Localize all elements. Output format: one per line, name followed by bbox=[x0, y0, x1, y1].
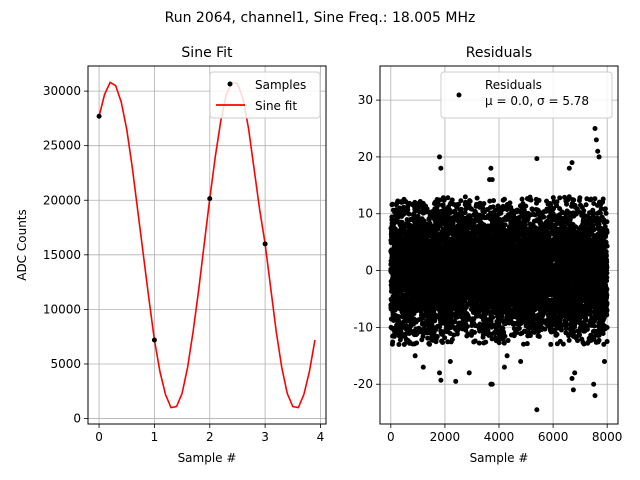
residual-point bbox=[514, 207, 520, 213]
residual-point bbox=[507, 200, 513, 206]
legend-samples-label: Samples bbox=[255, 78, 306, 92]
residual-point bbox=[502, 222, 508, 228]
residual-point bbox=[408, 227, 414, 233]
residual-point bbox=[390, 339, 396, 345]
residual-point bbox=[501, 196, 507, 202]
residual-point bbox=[434, 334, 440, 340]
residual-point bbox=[458, 198, 464, 204]
sine-fit-ytick-label: 25000 bbox=[43, 139, 81, 153]
sine-fit-xtick-label: 3 bbox=[261, 430, 269, 444]
residual-point bbox=[471, 329, 477, 335]
residual-point bbox=[481, 201, 487, 207]
residual-point bbox=[425, 335, 431, 341]
residual-point bbox=[499, 313, 505, 319]
residual-point bbox=[401, 204, 407, 210]
residual-point bbox=[462, 210, 468, 216]
residual-point bbox=[476, 340, 482, 346]
residual-point bbox=[474, 195, 480, 201]
residual-point bbox=[452, 318, 458, 324]
residuals-panel: Residuals 0 2000 4000 6000 8000-20-100102030… bbox=[353, 45, 622, 465]
residual-point bbox=[404, 217, 410, 223]
sine-fit-ytick-label: 10000 bbox=[43, 302, 81, 316]
residual-point bbox=[414, 340, 420, 346]
residual-point bbox=[405, 207, 411, 213]
residual-point bbox=[516, 325, 522, 331]
sine-fit-panel: Sine Fit 0 1 2 3 4 0 5000 10000 15000 20000 25000 3… bbox=[15, 45, 327, 465]
residual-point bbox=[437, 324, 443, 330]
residual-point bbox=[505, 338, 511, 344]
sine-fit-xtick-label: 2 bbox=[206, 430, 214, 444]
sine-fit-legend: Samples Sine fit bbox=[209, 71, 321, 119]
sine-fit-ytick-label: 0 bbox=[73, 412, 81, 426]
residual-point bbox=[437, 197, 443, 203]
sine-fit-xtick-label: 0 bbox=[95, 430, 103, 444]
residual-point bbox=[440, 339, 446, 345]
residual-point bbox=[519, 196, 525, 202]
residual-point bbox=[449, 197, 455, 203]
residual-point bbox=[445, 339, 451, 345]
residual-point bbox=[406, 211, 412, 217]
sine-fit-data bbox=[96, 81, 316, 409]
residual-point bbox=[483, 339, 489, 345]
residual-point bbox=[491, 198, 497, 204]
sine-fit-xlabel: Sample # bbox=[178, 451, 237, 465]
residual-point bbox=[452, 208, 458, 214]
sample-point bbox=[207, 196, 213, 202]
legend-samples-marker bbox=[227, 81, 233, 87]
sine-fit-axes-frame bbox=[87, 65, 327, 425]
residual-point bbox=[458, 206, 464, 212]
residual-point bbox=[455, 326, 461, 332]
residual-point bbox=[472, 338, 478, 344]
sine-fit-legend-box bbox=[209, 71, 321, 119]
residual-point bbox=[416, 209, 422, 215]
residual-point bbox=[398, 330, 404, 336]
sine-fit-ylabel: ADC Counts bbox=[15, 209, 29, 281]
residual-point bbox=[445, 195, 451, 201]
sine-fit-ytick-label: 20000 bbox=[43, 193, 81, 207]
residual-point bbox=[502, 333, 508, 339]
residual-point bbox=[441, 197, 447, 203]
residual-point bbox=[463, 206, 469, 212]
sine-fit-grid bbox=[88, 66, 326, 424]
sine-fit-ticks: 0 1 2 3 4 0 5000 10000 15000 20000 25000 30000 bbox=[43, 84, 324, 444]
sine-fit-line bbox=[98, 81, 316, 409]
sine-fit-ytick-label: 5000 bbox=[50, 357, 81, 371]
sample-point bbox=[262, 241, 268, 247]
residual-point bbox=[435, 201, 441, 207]
residual-point bbox=[456, 202, 462, 208]
residual-point bbox=[462, 194, 468, 200]
sample-point bbox=[151, 337, 157, 343]
legend-sine-fit-label: Sine fit bbox=[255, 99, 297, 113]
residual-point bbox=[442, 335, 448, 341]
residual-point bbox=[467, 198, 473, 204]
figure-suptitle: Run 2064, channel1, Sine Freq.: 18.005 M… bbox=[165, 10, 476, 26]
residual-point bbox=[449, 337, 455, 343]
sample-point bbox=[96, 113, 102, 119]
residuals-title: Residuals bbox=[466, 45, 532, 61]
residual-point bbox=[396, 314, 402, 320]
sine-fit-ytick-label: 15000 bbox=[43, 248, 81, 262]
residual-point bbox=[427, 341, 433, 347]
sine-fit-ytick-label: 30000 bbox=[43, 84, 81, 98]
residual-point bbox=[487, 198, 493, 204]
residual-point bbox=[389, 201, 395, 207]
sine-fit-title: Sine Fit bbox=[181, 45, 233, 61]
residual-point bbox=[462, 199, 468, 205]
sine-fit-xtick-label: 4 bbox=[317, 430, 325, 444]
residuals-data bbox=[388, 126, 610, 413]
sine-fit-xtick-label: 1 bbox=[151, 430, 159, 444]
residual-point bbox=[464, 324, 470, 330]
residual-point bbox=[490, 314, 496, 320]
